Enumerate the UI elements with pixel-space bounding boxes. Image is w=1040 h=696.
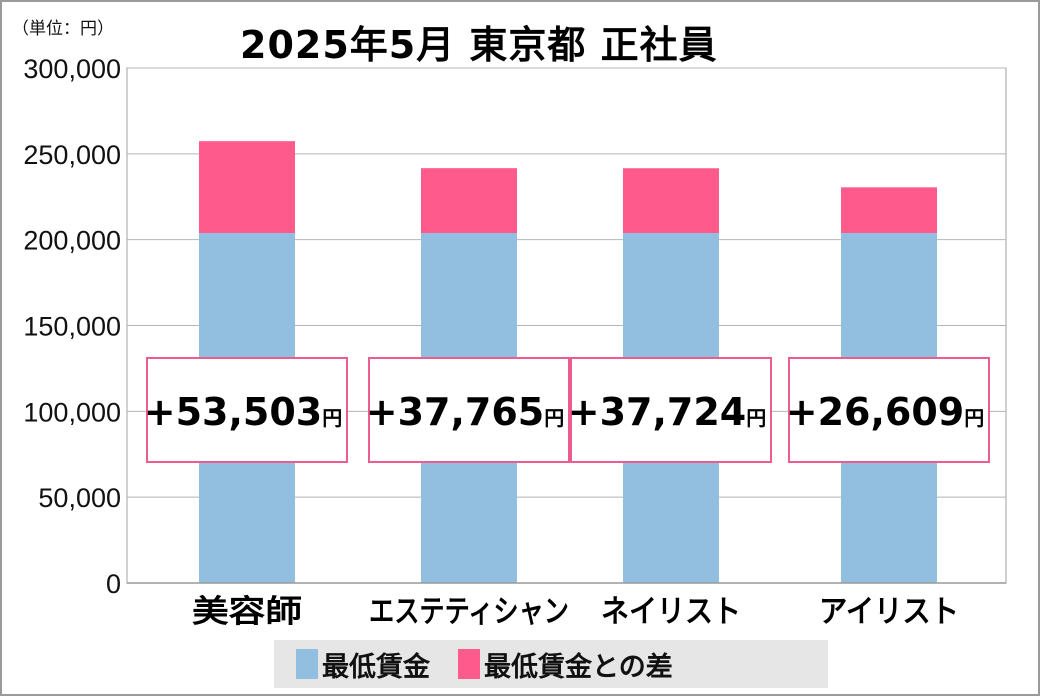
difference-label: +53,503円	[144, 390, 342, 434]
difference-label-box	[788, 357, 990, 463]
bar-difference	[421, 168, 517, 234]
x-tick-label: 美容師	[192, 594, 302, 630]
y-tick-label: 150,000	[23, 312, 121, 342]
legend-label-min-wage: 最低賃金	[322, 651, 430, 683]
y-tick-label: 250,000	[23, 140, 121, 170]
legend-label-difference: 最低賃金との差	[484, 651, 673, 683]
y-tick-label: 0	[106, 569, 121, 599]
legend: 最低賃金 最低賃金との差	[274, 640, 828, 688]
x-tick-label: エステティシャン	[369, 594, 569, 630]
bar-difference	[841, 187, 937, 234]
legend-item-difference: 最低賃金との差	[458, 645, 673, 684]
difference-label-box	[368, 357, 570, 463]
difference-label: +26,609円	[786, 390, 984, 434]
bar-difference	[199, 141, 295, 234]
difference-label-box	[570, 357, 772, 463]
difference-label: +37,724円	[568, 390, 766, 434]
legend-swatch-difference	[458, 649, 480, 679]
y-tick-label: 100,000	[23, 397, 121, 427]
chart-title: 2025年5月 東京都 正社員	[240, 23, 718, 67]
y-tick-label: 300,000	[23, 54, 121, 84]
legend-item-min-wage: 最低賃金	[296, 645, 430, 684]
bar-difference	[623, 168, 719, 234]
x-tick-label: アイリスト	[819, 594, 959, 630]
x-tick-label: ネイリスト	[601, 594, 741, 630]
y-tick-label: 200,000	[23, 226, 121, 256]
legend-swatch-min-wage	[296, 649, 318, 679]
unit-label: （単位：円）	[12, 19, 114, 39]
difference-label-box	[146, 357, 348, 463]
y-tick-label: 50,000	[38, 483, 121, 513]
difference-label: +37,765円	[366, 390, 564, 434]
